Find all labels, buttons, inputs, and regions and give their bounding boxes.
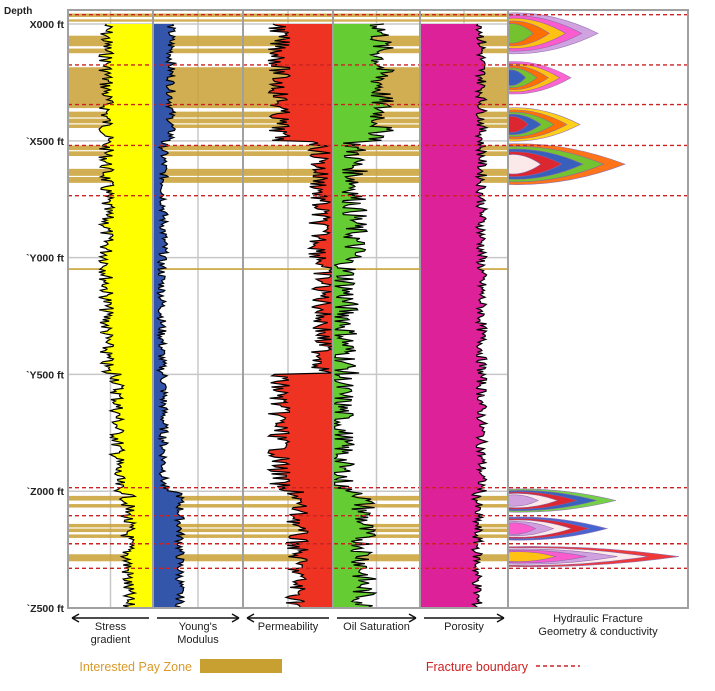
permeability-curve [266,23,333,608]
arrow-head [231,613,240,623]
track-label-stress: Stress [95,621,127,633]
track-label-hydraulic-fracture: Geometry & conductivity [538,626,658,638]
depth-tick-label: X000 ft [30,19,65,31]
arrow-head [71,613,80,623]
track-frame-hydraulic-fracture [507,9,689,609]
depth-header: Depth [4,6,32,17]
pay-zone-band [68,495,508,501]
pay-zone-band [68,523,508,528]
depth-tick-label: `X500 ft [26,136,64,148]
pay-zone-band [68,145,508,151]
porosity-curve [420,23,489,608]
track-arrow [246,613,329,623]
fracture-shape [507,494,539,507]
track-arrow [424,613,505,623]
arrow-head [496,613,505,623]
pay-zone-band [68,504,508,508]
permeability-curve-line [266,23,333,608]
pay-zone-band [68,151,508,156]
legend-pay-zone-label: Interested Pay Zone [79,660,192,674]
track-arrow [71,613,149,623]
fracture-shape [507,23,534,44]
stress-gradient-curve-fill [98,24,153,608]
youngs-modulus-curve-fill [153,24,185,608]
pay-zone-band [68,554,508,562]
track-label-permeability: Permeability [258,621,319,633]
arrow-head [246,613,255,623]
track-label-oil-saturation: Oil Saturation [343,621,410,633]
porosity-curve-line [470,23,489,608]
fracture-shape [507,116,529,133]
track-label-porosity: Porosity [444,621,484,633]
pay-zone-band [68,528,508,533]
pay-zone-band [68,268,508,270]
legend-fracture-label: Fracture boundary [426,660,529,674]
fracture-boundaries [68,13,688,569]
pay-zone-band [68,19,508,22]
fracture-shape [507,522,537,535]
depth-tick-label: `Y000 ft [26,253,64,265]
pay-zone-band [68,177,508,183]
arrow-head [408,613,417,623]
permeability-curve-fill [267,24,333,608]
pay-zone-band [68,534,508,538]
stress-gradient-curve [97,23,153,608]
porosity-curve-fill [420,24,487,608]
pay-zone-band [68,168,508,176]
track-arrow [157,613,240,623]
stress-gradient-curve-line [97,23,138,608]
hydraulic-fractures [507,12,680,568]
legend-pay-zone-swatch [200,659,282,673]
youngs-modulus-curve-line [155,23,186,608]
track-label-stress: gradient [91,634,131,646]
fracture-shape [507,551,558,562]
fracture-shape [507,154,542,175]
fracture-shape [507,69,527,86]
track-label-youngs: Young's [179,621,218,633]
youngs-modulus-curve [153,23,186,608]
oil-saturation-curve [332,23,396,608]
track-label-hydraulic-fracture: Hydraulic Fracture [553,613,643,625]
depth-tick-label: `Z000 ft [27,486,65,498]
track-arrow [337,613,417,623]
track-label-youngs: Modulus [177,634,219,646]
oil-saturation-curve-fill [333,24,394,608]
depth-tick-label: `Y500 ft [26,369,64,381]
oil-saturation-curve-line [332,23,396,608]
depth-tick-label: `Z500 ft [27,603,65,615]
track-frames [67,9,689,609]
